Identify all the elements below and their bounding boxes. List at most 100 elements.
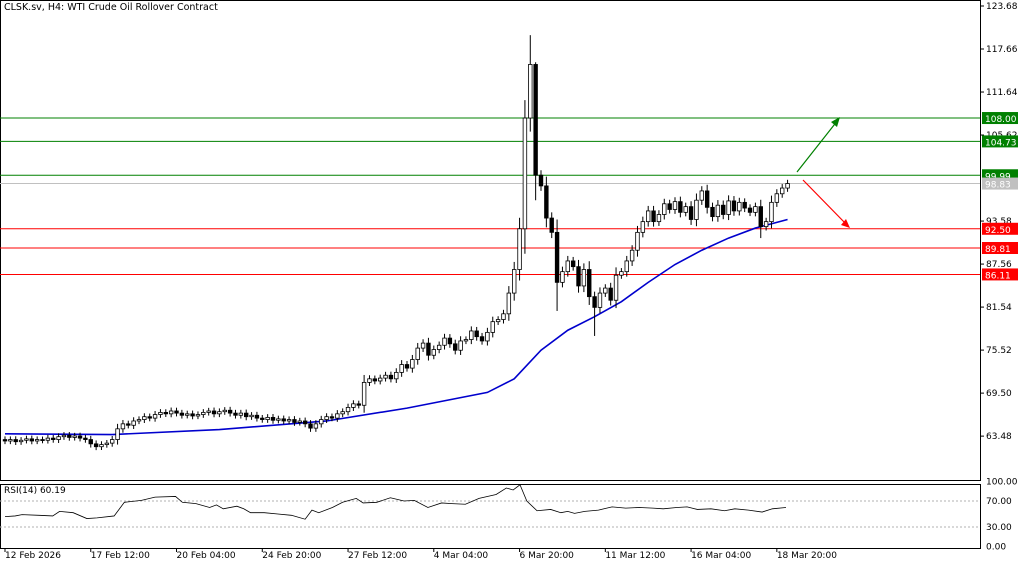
candle-body: [56, 436, 61, 440]
candle-body: [185, 413, 190, 416]
candle-body: [104, 442, 110, 445]
level-label: 89.81: [985, 245, 1011, 255]
candle-body: [592, 296, 597, 308]
candle-body: [640, 221, 646, 233]
candle-body: [560, 271, 565, 283]
candle-body: [667, 203, 672, 210]
candle-body: [415, 347, 420, 360]
candle-body: [254, 414, 260, 419]
candle-body: [651, 210, 656, 223]
candle-body: [297, 420, 302, 423]
candle-body: [688, 206, 694, 220]
rsi-level-label: 100.00: [986, 478, 1018, 488]
candle-body: [747, 207, 753, 213]
main-panel-frame: [0, 0, 981, 481]
candle-body: [458, 340, 463, 351]
candle-body: [442, 337, 447, 346]
candle-body: [426, 342, 431, 356]
rsi-label: RSI(14) 60.19: [4, 486, 66, 496]
candle-body: [335, 413, 340, 419]
candle-body: [512, 269, 517, 294]
candle-body: [742, 201, 747, 209]
price-tick-label: 123.68: [986, 2, 1018, 12]
candle-body: [704, 190, 710, 208]
candle-body: [302, 420, 308, 425]
candle-body: [731, 200, 737, 212]
candle-body: [485, 331, 490, 342]
candle-body: [2, 439, 8, 442]
candle-body: [581, 269, 587, 287]
candle-body: [281, 418, 286, 422]
candle-body: [356, 403, 361, 406]
candle-body: [763, 221, 769, 228]
candle-body: [554, 231, 560, 283]
candle-body: [308, 423, 313, 429]
level-badge: [982, 242, 1018, 255]
green-arrow-head: [831, 117, 840, 127]
price-tick-label: 69.50: [986, 389, 1012, 399]
time-tick-label: 18 Mar 20:00: [777, 551, 837, 561]
candle-body: [142, 416, 147, 420]
candle-body: [211, 410, 217, 415]
candle-body: [528, 64, 533, 119]
candle-body: [780, 187, 785, 195]
candle-body: [646, 210, 651, 223]
candle-body: [77, 435, 83, 439]
candle-body: [340, 411, 345, 415]
candle-body: [715, 204, 721, 218]
candle-body: [619, 271, 624, 276]
candle-body: [565, 260, 570, 273]
candle-body: [726, 200, 731, 215]
rsi-level-label: 0.00: [986, 543, 1006, 553]
candle-body: [699, 190, 704, 201]
time-tick-label: 12 Feb 2026: [5, 551, 61, 561]
candle-body: [158, 412, 163, 415]
candle-body: [217, 411, 222, 415]
candle-body: [737, 201, 742, 212]
candle-body: [8, 439, 13, 442]
candle-body: [399, 364, 404, 373]
time-tick-label: 17 Feb 12:00: [91, 551, 150, 561]
candle-body: [45, 437, 51, 441]
candle-body: [286, 419, 292, 422]
candle-body: [517, 228, 522, 270]
level-badge: [982, 222, 1018, 235]
candle-body: [721, 204, 726, 215]
candle-body: [490, 321, 495, 333]
candle-body: [710, 206, 715, 218]
level-label: 98.83: [985, 181, 1011, 191]
candle-body: [479, 336, 485, 342]
time-tick-label: 16 Mar 04:00: [691, 551, 751, 561]
green-arrow-line: [796, 119, 839, 173]
candle-body: [678, 201, 683, 213]
candle-body: [694, 199, 699, 220]
rsi-level-label: 70.00: [986, 497, 1012, 507]
candle-body: [404, 364, 410, 369]
red-arrow-head: [841, 219, 850, 228]
candle-body: [629, 249, 635, 262]
candle-body: [597, 292, 603, 308]
candle-body: [249, 414, 254, 418]
time-tick-label: 11 Mar 12:00: [605, 551, 665, 561]
candle-body: [533, 64, 538, 176]
chart-title: CLSK.sv, H4: WTI Crude Oil Rollover Cont…: [4, 2, 218, 13]
candle-body: [672, 201, 678, 210]
level-label: 108.00: [985, 115, 1017, 125]
candle-body: [147, 416, 152, 419]
candle-body: [67, 434, 72, 438]
candle-body: [292, 419, 297, 423]
candle-body: [131, 420, 136, 426]
candle-body: [61, 434, 67, 438]
candle-body: [110, 439, 115, 444]
candle-body: [522, 117, 528, 230]
moving-average-line: [4, 218, 788, 436]
rsi-line: [4, 484, 787, 520]
candle-body: [495, 319, 501, 323]
level-label: 86.11: [985, 271, 1011, 281]
level-label: 99.99: [985, 172, 1011, 182]
candle-body: [260, 417, 265, 420]
candle-body: [570, 260, 576, 268]
candle-body: [126, 423, 131, 426]
